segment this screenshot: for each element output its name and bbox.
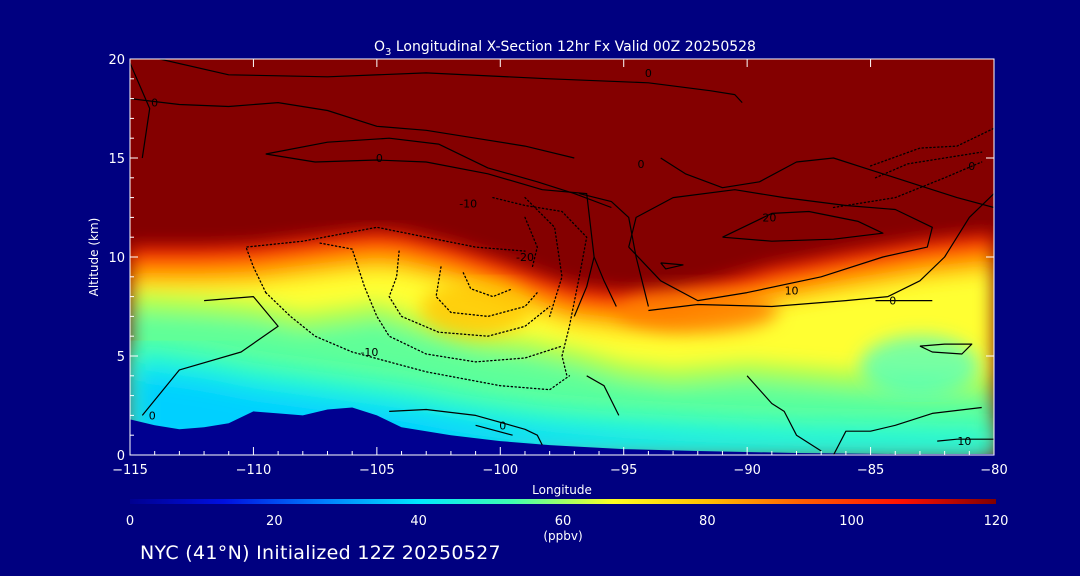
contour-label: -10 [360,346,378,359]
terrain-mask [130,407,994,455]
field-lobe-center [420,280,531,337]
x-tick-label: −110 [236,463,272,478]
contour-line-positive [586,375,620,416]
contour-line-positive [141,296,279,416]
chart-title: O3 Longitudinal X-Section 12hr Fx Valid … [374,39,756,58]
contour-line-positive [159,59,743,104]
colorbar-tick-label: 40 [410,514,427,529]
contour-label: 0 [637,158,644,171]
contour-label: 0 [499,419,506,432]
contour-line-positive [130,98,575,159]
contour-line-positive [832,406,982,455]
colorbar-tick-label: 100 [839,514,864,529]
y-tick-label: 0 [117,449,125,464]
contour-line-positive [660,262,684,270]
contour-label: 0 [149,409,156,422]
contour-label: -20 [516,251,534,264]
contour-label: 0 [968,160,975,173]
colorbar-strip [130,499,996,504]
x-tick-label: −100 [482,463,518,478]
contour-line-positive [265,153,595,317]
contour-label: 0 [889,295,896,308]
contour-line-negative [524,216,538,268]
field-lobe-lower-east [859,335,980,396]
contour-line-positive [937,438,994,442]
x-tick-label: −115 [112,463,148,478]
colorbar-tick-label: 60 [555,514,572,529]
colorbar-tick-label: 120 [984,514,1009,529]
contour-label: 20 [762,211,776,224]
plot-area: 0 0 0 0 0 -10 -20 20 10 0 -10 0 0 10 [130,59,994,455]
contour-label: 10 [785,285,799,298]
contour-line-positive [628,189,933,302]
contour-line-positive [130,62,151,159]
y-tick-label: 20 [108,53,125,68]
x-tick-label: −105 [359,463,395,478]
contour-line-negative [832,161,983,209]
contour-line-positive [746,375,822,452]
contour-line-positive [475,424,513,436]
contour-line-positive [919,343,973,355]
footer-caption: NYC (41°N) Initialized 12Z 20250527 [140,542,501,564]
x-tick-label: −80 [980,463,1007,478]
x-tick-label: −90 [733,463,760,478]
contour-line-positive [660,157,994,209]
contour-line-negative [265,291,571,391]
colorbar-tick-label: 0 [126,514,134,529]
contour-label: 0 [376,152,383,165]
colorbar-tick-label: 20 [266,514,283,529]
contour-line-positive [579,193,649,307]
contour-label: 0 [151,97,158,110]
contour-line-negative [435,266,538,318]
contour-line-negative [492,196,588,377]
y-tick-label: 5 [117,350,125,365]
contour-line-positive [648,193,994,312]
contour-line-negative [245,226,526,294]
contour-line-positive [722,210,884,242]
contour-line-negative [524,196,563,318]
colorbar-unit-label: (ppbv) [543,529,582,543]
contour-line-positive [389,408,543,446]
contour-label: -10 [459,198,477,211]
y-tick-label: 15 [108,152,125,167]
field-lobe-east [617,288,778,333]
contour-label: 0 [645,67,652,80]
contour-line-negative [874,151,983,179]
contour-line-negative [869,127,994,167]
y-tick-label: 10 [108,251,125,266]
y-axis-label: Altitude (km) [87,218,101,297]
x-tick-label: −85 [857,463,884,478]
x-axis-label: Longitude [532,483,592,497]
x-tick-label: −95 [610,463,637,478]
contour-line-negative [388,250,551,337]
contour-line-positive [593,256,617,307]
contour-label: 10 [957,435,971,448]
colorbar-tick-label: 80 [699,514,716,529]
contour-line-negative [462,272,514,298]
